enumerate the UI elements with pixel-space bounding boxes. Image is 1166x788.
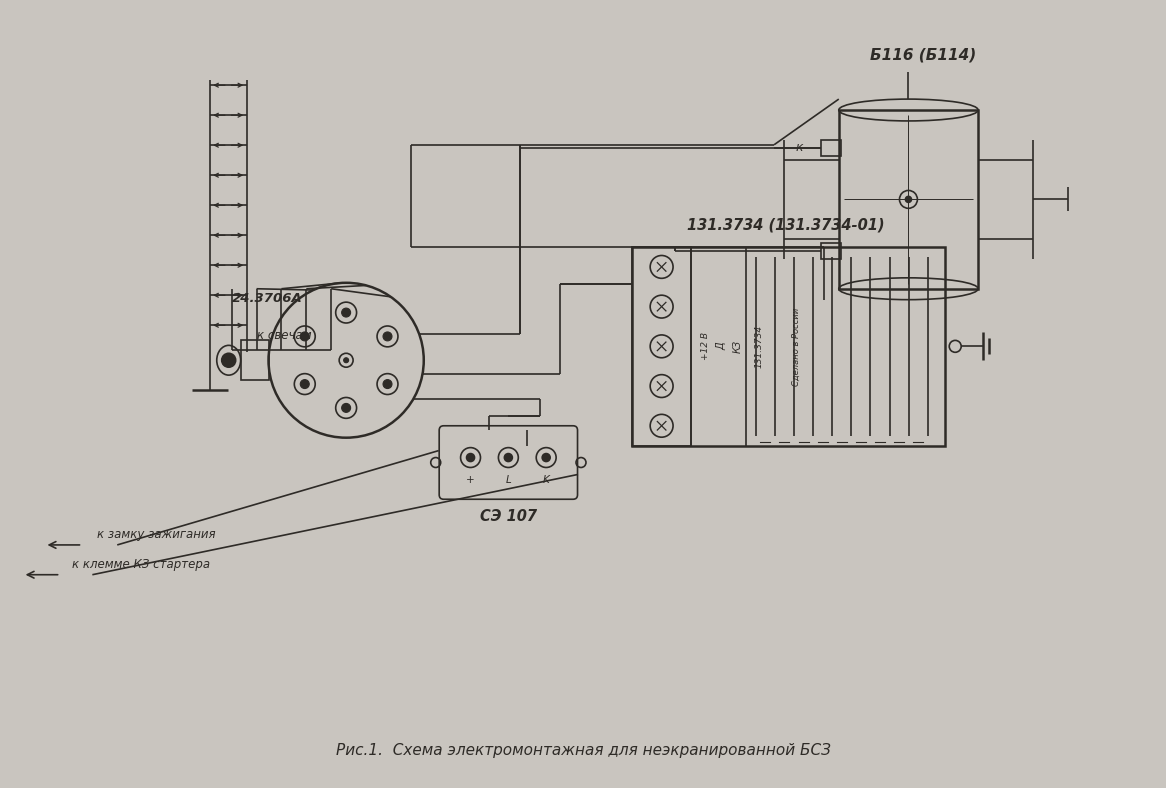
Text: к свечам: к свечам bbox=[257, 329, 311, 342]
Text: 24.3706A: 24.3706A bbox=[232, 292, 302, 305]
Circle shape bbox=[344, 358, 349, 362]
Circle shape bbox=[542, 454, 550, 462]
Text: Сделано в России: Сделано в России bbox=[792, 307, 801, 385]
Circle shape bbox=[466, 454, 475, 462]
Bar bbox=[240, 340, 268, 380]
Text: Рис.1.  Схема электромонтажная для неэкранированной БСЗ: Рис.1. Схема электромонтажная для неэкра… bbox=[336, 743, 830, 758]
Circle shape bbox=[301, 332, 309, 341]
Text: 131.3734 (131.3734-01): 131.3734 (131.3734-01) bbox=[687, 217, 884, 232]
Text: КЗ: КЗ bbox=[732, 340, 743, 353]
Circle shape bbox=[342, 403, 351, 412]
Circle shape bbox=[382, 332, 392, 341]
Text: Д: Д bbox=[716, 343, 726, 350]
Text: K: K bbox=[543, 475, 549, 485]
Circle shape bbox=[382, 380, 392, 388]
Text: СЭ 107: СЭ 107 bbox=[480, 509, 536, 524]
Text: +12 В: +12 В bbox=[701, 333, 710, 360]
Text: к: к bbox=[795, 141, 802, 154]
Bar bbox=[821, 243, 841, 259]
Text: +: + bbox=[466, 475, 475, 485]
Text: к клемме КЗ стартера: к клемме КЗ стартера bbox=[72, 558, 211, 571]
Bar bbox=[632, 247, 691, 446]
Bar bbox=[821, 139, 841, 156]
Text: 131.3734: 131.3734 bbox=[754, 325, 764, 368]
Circle shape bbox=[301, 380, 309, 388]
Text: L: L bbox=[506, 475, 511, 485]
Text: Б116 (Б114): Б116 (Б114) bbox=[870, 48, 976, 63]
Bar bbox=[838, 110, 978, 288]
Circle shape bbox=[906, 196, 912, 203]
Circle shape bbox=[222, 353, 236, 367]
Text: к замку зажигания: к замку зажигания bbox=[97, 529, 216, 541]
Circle shape bbox=[505, 454, 512, 462]
Bar bbox=[632, 247, 946, 446]
Circle shape bbox=[342, 308, 351, 317]
